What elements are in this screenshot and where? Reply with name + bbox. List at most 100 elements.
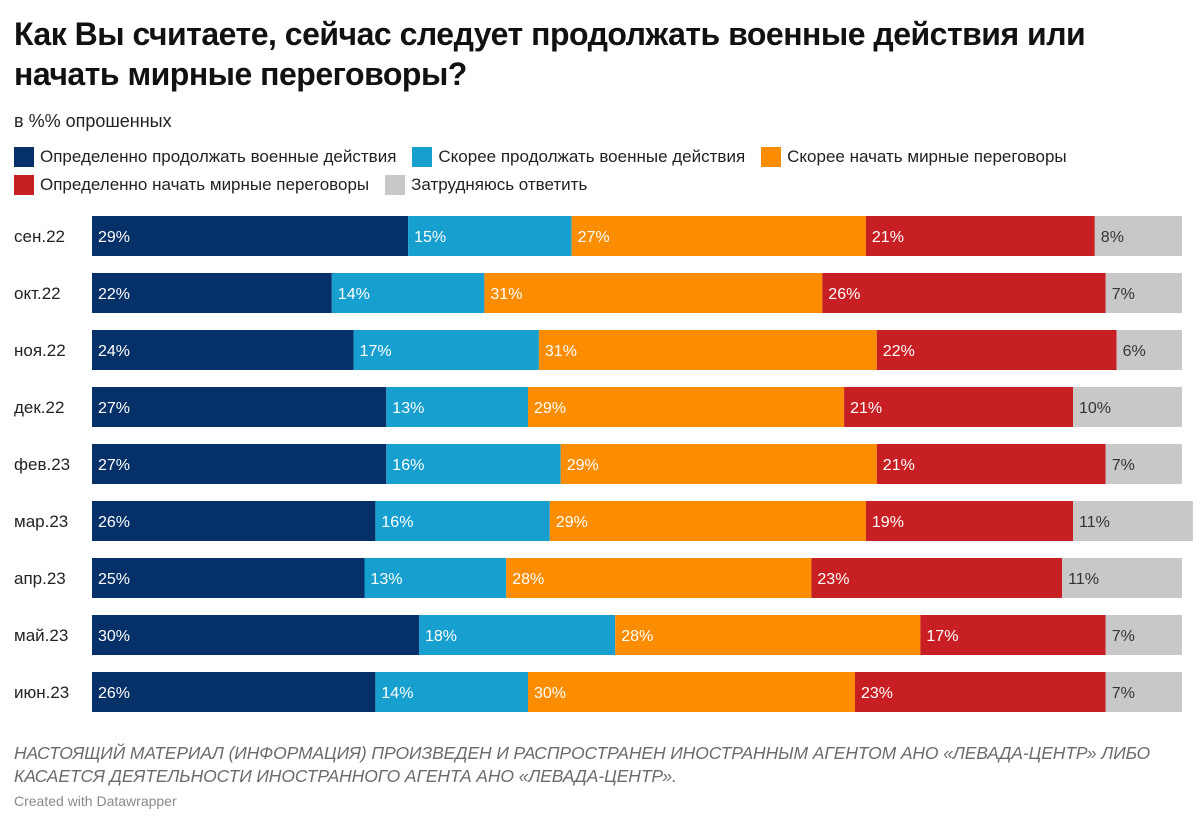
legend-item: Скорее начать мирные переговоры [761,146,1067,168]
datawrapper-credit[interactable]: Created with Datawrapper [14,793,177,809]
bar-segment [386,444,561,484]
legend-swatch [385,175,406,195]
bar-segment [811,558,1063,598]
legend-label: Скорее продолжать военные действия [438,147,746,166]
data-label: 25% [98,571,130,588]
bar-segment [865,216,1095,256]
bar-row: мар.23 26% 16% 29% 19% 11% [14,501,1193,541]
data-label: 19% [872,514,904,531]
bar-segment [560,444,877,484]
bar-row: сен.22 29% 15% 27% 21% 8% [14,216,1182,256]
legend-label: Определенно продолжать военные действия [40,147,397,166]
data-label: 14% [338,286,370,303]
data-label: 8% [1101,229,1124,246]
data-label: 21% [850,400,882,417]
bar-segment [1094,216,1182,256]
data-label: 30% [98,628,130,645]
legend-item: Затрудняюсь ответить [385,174,587,196]
data-label: 27% [98,400,130,417]
data-label: 29% [567,457,599,474]
data-label: 28% [621,628,653,645]
bar-row: апр.23 25% 13% 28% 23% 11% [14,558,1182,598]
bar-segment [331,273,485,313]
data-label: 7% [1112,286,1135,303]
bar-segment [1062,558,1182,598]
bar-segment [364,558,507,598]
bar-segment [549,501,866,541]
category-label: апр.23 [14,569,66,588]
bar-segment [571,216,866,256]
bar-row: июн.23 26% 14% 30% 23% 7% [14,672,1182,712]
foreign-agent-notice: НАСТОЯЩИЙ МАТЕРИАЛ (ИНФОРМАЦИЯ) ПРОИЗВЕД… [14,743,1151,786]
data-label: 31% [490,286,522,303]
bar-segment [865,501,1073,541]
category-label: ноя.22 [14,341,66,360]
bar-segment [92,387,387,427]
bar-segment [1073,501,1193,541]
data-label: 16% [381,514,413,531]
data-label: 28% [512,571,544,588]
category-label: фев.23 [14,455,70,474]
category-label: мар.23 [14,512,68,531]
bar-segment [1116,330,1182,370]
bar-segment [506,558,812,598]
data-label: 23% [817,571,849,588]
bar-segment [484,273,823,313]
bar-row: май.23 30% 18% 28% 17% 7% [14,615,1182,655]
data-label: 26% [828,286,860,303]
bar-segment [528,672,855,712]
data-label: 29% [534,400,566,417]
bar-segment [1105,273,1182,313]
bar-segment [92,330,354,370]
data-label: 27% [98,457,130,474]
data-label: 24% [98,343,130,360]
bar-segment [92,615,419,655]
bar-segment [375,501,550,541]
bar-segment [92,273,332,313]
data-label: 7% [1112,685,1135,702]
data-label: 29% [98,229,130,246]
legend-swatch [412,147,433,167]
legend-item: Определенно начать мирные переговоры [14,174,369,196]
data-label: 14% [381,685,413,702]
data-label: 15% [414,229,446,246]
bar-segment [822,273,1106,313]
bar-segment [419,615,616,655]
bar-segment [92,558,365,598]
bar-segment [386,387,528,427]
category-label: дек.22 [14,398,64,417]
legend-item: Определенно продолжать военные действия [14,146,396,168]
legend-label: Скорее начать мирные переговоры [787,147,1067,166]
bar-row: фев.23 27% 16% 29% 21% 7% [14,444,1182,484]
data-label: 27% [578,229,610,246]
bar-segment [92,501,376,541]
data-label: 21% [883,457,915,474]
data-label: 13% [392,400,424,417]
data-label: 18% [425,628,457,645]
data-label: 6% [1123,343,1146,360]
bar-row: дек.22 27% 13% 29% 21% 10% [14,387,1182,427]
bar-segment [408,216,572,256]
data-label: 26% [98,685,130,702]
chart-subtitle: в %% опрошенных [14,111,172,131]
data-label: 7% [1112,628,1135,645]
legend-swatch [14,147,34,167]
data-label: 26% [98,514,130,531]
data-label: 16% [392,457,424,474]
data-label: 17% [360,343,392,360]
bar-segment [1073,387,1182,427]
data-label: 11% [1068,571,1099,588]
bar-segment [855,672,1106,712]
bar-segment [375,672,528,712]
category-label: сен.22 [14,227,65,246]
bar-segment [1105,615,1182,655]
bar-row: ноя.22 24% 17% 31% 22% 6% [14,330,1182,370]
data-label: 7% [1112,457,1135,474]
data-label: 22% [883,343,915,360]
bar-segment [528,387,845,427]
category-label: май.23 [14,626,68,645]
bar-segment [876,444,1106,484]
data-label: 29% [556,514,588,531]
data-label: 31% [545,343,577,360]
data-label: 13% [371,571,403,588]
